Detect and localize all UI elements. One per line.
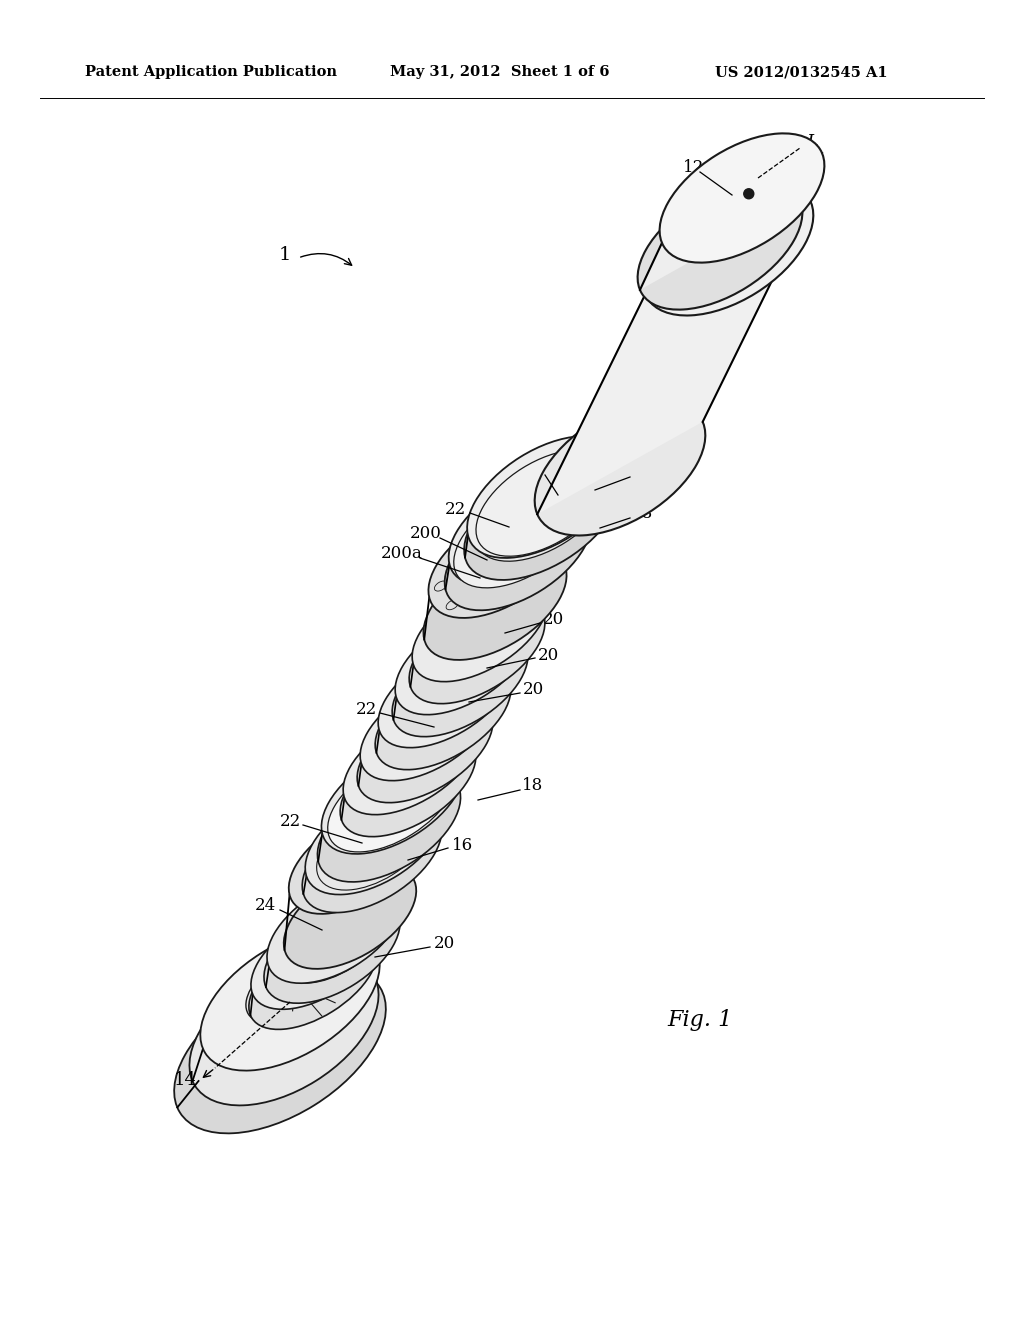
Ellipse shape xyxy=(284,865,416,969)
Ellipse shape xyxy=(302,804,441,912)
Text: 200a: 200a xyxy=(381,544,423,561)
Text: 22: 22 xyxy=(280,813,301,829)
Ellipse shape xyxy=(246,946,344,1023)
Text: 24: 24 xyxy=(254,898,275,915)
Ellipse shape xyxy=(289,810,421,913)
Text: 18: 18 xyxy=(522,777,544,795)
Ellipse shape xyxy=(305,785,444,895)
Ellipse shape xyxy=(535,400,706,536)
Text: 20: 20 xyxy=(543,610,563,627)
Polygon shape xyxy=(640,153,822,290)
Ellipse shape xyxy=(475,455,611,561)
Ellipse shape xyxy=(444,496,591,610)
Ellipse shape xyxy=(638,181,803,310)
Ellipse shape xyxy=(249,931,377,1030)
Ellipse shape xyxy=(410,598,545,704)
Ellipse shape xyxy=(322,742,465,854)
Text: 12: 12 xyxy=(683,160,705,177)
Text: May 31, 2012  Sheet 1 of 6: May 31, 2012 Sheet 1 of 6 xyxy=(390,65,609,79)
Ellipse shape xyxy=(246,966,344,1043)
Text: 24: 24 xyxy=(538,462,559,479)
Ellipse shape xyxy=(357,697,493,803)
Text: Fig. 1: Fig. 1 xyxy=(668,1008,732,1031)
Ellipse shape xyxy=(251,907,383,1010)
Ellipse shape xyxy=(267,876,403,983)
Ellipse shape xyxy=(343,709,479,814)
Ellipse shape xyxy=(378,643,514,747)
Text: US 2012/0132545 A1: US 2012/0132545 A1 xyxy=(715,65,888,79)
Ellipse shape xyxy=(201,929,380,1071)
Text: L: L xyxy=(806,135,818,152)
Polygon shape xyxy=(538,202,811,515)
Text: 200: 200 xyxy=(410,525,442,543)
Ellipse shape xyxy=(392,631,527,737)
Ellipse shape xyxy=(428,506,571,618)
Ellipse shape xyxy=(412,577,548,681)
Text: 16: 16 xyxy=(452,837,472,854)
Text: 18: 18 xyxy=(633,506,653,523)
Ellipse shape xyxy=(375,664,511,770)
Ellipse shape xyxy=(659,133,824,263)
Text: 20: 20 xyxy=(433,935,455,952)
Ellipse shape xyxy=(317,770,461,882)
Ellipse shape xyxy=(476,450,612,556)
Text: 14: 14 xyxy=(173,1071,197,1089)
Text: Patent Application Publication: Patent Application Publication xyxy=(85,65,337,79)
Ellipse shape xyxy=(449,471,595,585)
Ellipse shape xyxy=(464,458,620,579)
Text: 22: 22 xyxy=(444,502,466,519)
Ellipse shape xyxy=(174,966,386,1134)
Text: 1: 1 xyxy=(279,246,291,264)
Ellipse shape xyxy=(467,436,623,558)
Ellipse shape xyxy=(424,548,566,660)
Text: 22: 22 xyxy=(355,701,377,718)
Ellipse shape xyxy=(454,484,586,587)
Ellipse shape xyxy=(189,954,379,1105)
Ellipse shape xyxy=(643,181,813,315)
Text: 20: 20 xyxy=(522,681,544,698)
Ellipse shape xyxy=(340,731,476,837)
Circle shape xyxy=(743,189,754,199)
Ellipse shape xyxy=(264,896,400,1003)
Ellipse shape xyxy=(360,676,496,780)
Text: 20: 20 xyxy=(538,647,559,664)
Text: 10: 10 xyxy=(572,483,594,500)
Ellipse shape xyxy=(395,610,530,714)
Ellipse shape xyxy=(328,752,457,851)
